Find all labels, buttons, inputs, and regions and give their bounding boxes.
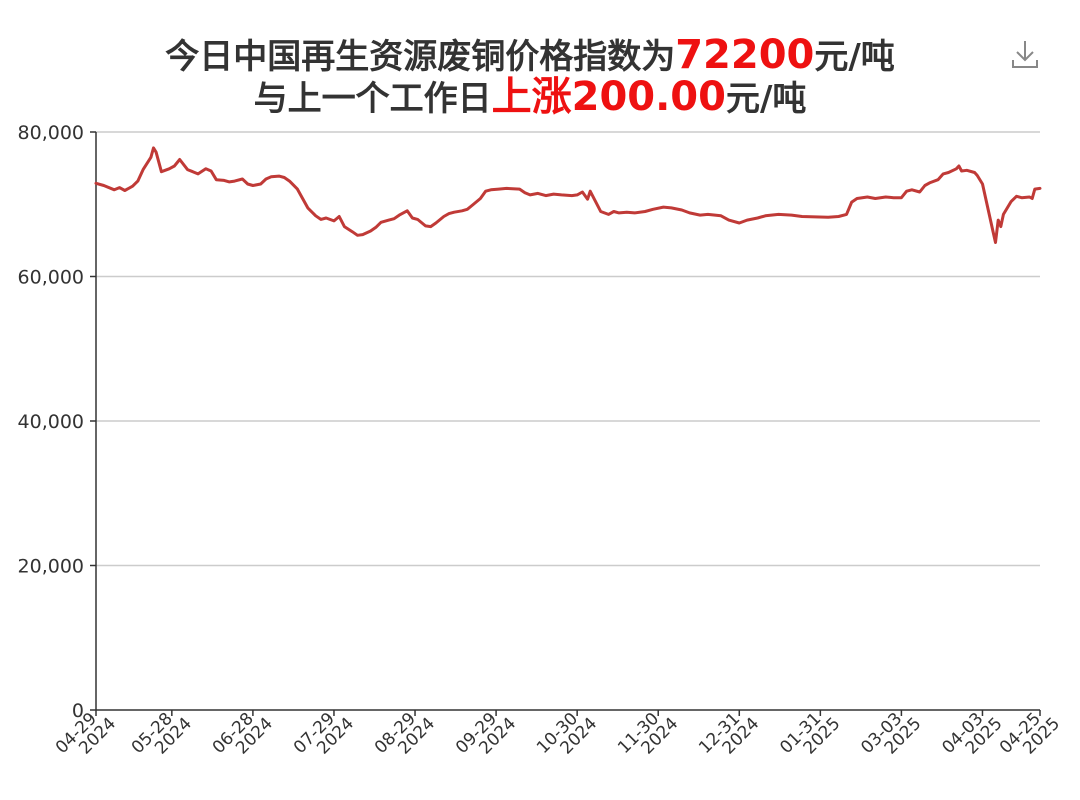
download-tray [1012,60,1038,68]
title-price-value: 72200 [675,32,814,78]
title-line-2-unit: 元/吨 [726,79,806,119]
grid-lines [96,131,1040,567]
y-tick-label: 20,000 [18,556,84,578]
y-tick-label: 0 [72,700,84,722]
y-axis-labels: 0 20,000 40,000 60,000 80,000 [18,122,97,722]
y-tick-label: 60,000 [18,267,84,289]
y-tick-label: 40,000 [18,411,84,433]
chart-title-line-1: 今日中国再生资源废铜价格指数为72200元/吨 [165,32,895,78]
title-change-value: 上涨200.00 [492,74,726,120]
y-tick-label: 80,000 [18,122,84,144]
chart-title-line-2: 与上一个工作日上涨200.00元/吨 [254,74,807,120]
download-icon[interactable] [1008,36,1042,70]
series-line [94,146,1042,244]
download-arrow [1016,41,1034,62]
title-line-1-prefix: 今日中国再生资源废铜价格指数为 [165,37,675,77]
title-line-2-prefix: 与上一个工作日 [254,79,492,119]
title-line-1-unit: 元/吨 [814,37,894,77]
series-layer [94,146,1042,244]
